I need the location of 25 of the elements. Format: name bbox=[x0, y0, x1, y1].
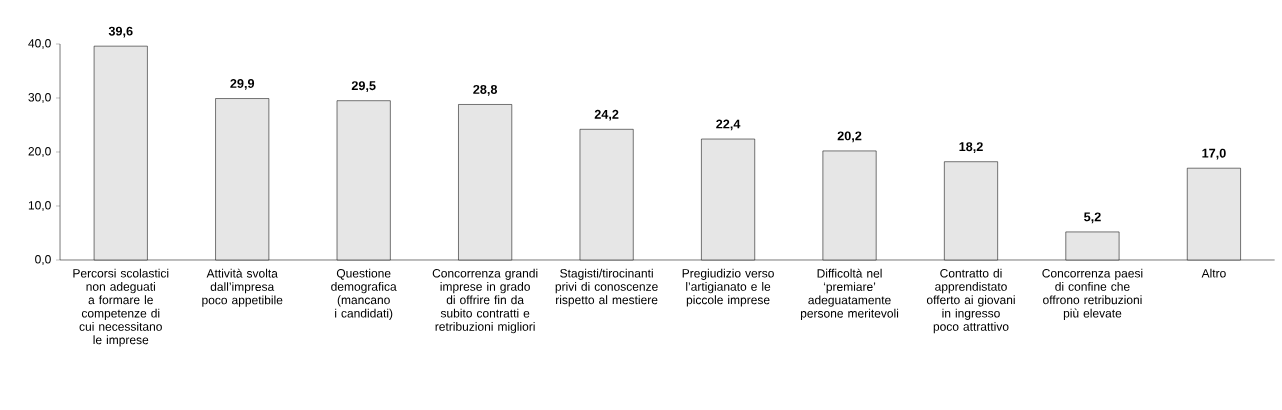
x-tick-label: Concorrenza paesi di confine che offrono retribuzioni più elevate bbox=[1042, 268, 1143, 320]
x-tick-label: Pregiudizio verso l’artigianato e le piccole imprese bbox=[682, 268, 774, 307]
x-tick-label: Stagisti/tirocinanti privi di conoscenze rispetto al mestiere bbox=[555, 268, 658, 307]
y-tick-label: 10,0 bbox=[28, 201, 51, 211]
data-label: 29,9 bbox=[230, 79, 255, 90]
data-label: 17,0 bbox=[1202, 148, 1226, 160]
y-tick-label: 0,0 bbox=[35, 255, 51, 265]
data-label: 39,6 bbox=[108, 26, 133, 38]
x-tick-label: Percorsi scolastici non adeguati a formare le competenze di cui necessitano le imprese bbox=[73, 268, 169, 347]
data-label: 24,2 bbox=[594, 109, 619, 121]
y-tick-label: 20,0 bbox=[28, 147, 51, 157]
y-tick-label: 40,0 bbox=[28, 39, 51, 49]
data-label: 5,2 bbox=[1084, 212, 1101, 224]
data-label: 28,8 bbox=[473, 84, 498, 96]
x-tick-label: Questione demografica (mancano i candidati) bbox=[331, 268, 397, 320]
x-tick-label: Attività svolta dall’impresa poco appetibile bbox=[202, 268, 283, 307]
data-label: 20,2 bbox=[837, 131, 862, 143]
x-tick-label: Altro bbox=[1201, 268, 1226, 278]
data-label: 18,2 bbox=[959, 142, 983, 154]
data-label: 22,4 bbox=[716, 119, 741, 131]
x-tick-label: Difficoltà nel ‘premiare’ adeguatamente persone meritevoli bbox=[800, 268, 899, 321]
y-tick-label: 30,0 bbox=[28, 93, 51, 103]
data-label: 29,5 bbox=[351, 81, 376, 92]
x-tick-label: Contratto di apprendistato offerto ai giovani in ingresso poco attrattivo bbox=[926, 268, 1015, 334]
x-tick-label: Concorrenza grandi imprese in grado di offrire fin da subito contratti e retribuzioni migliori bbox=[432, 268, 538, 334]
